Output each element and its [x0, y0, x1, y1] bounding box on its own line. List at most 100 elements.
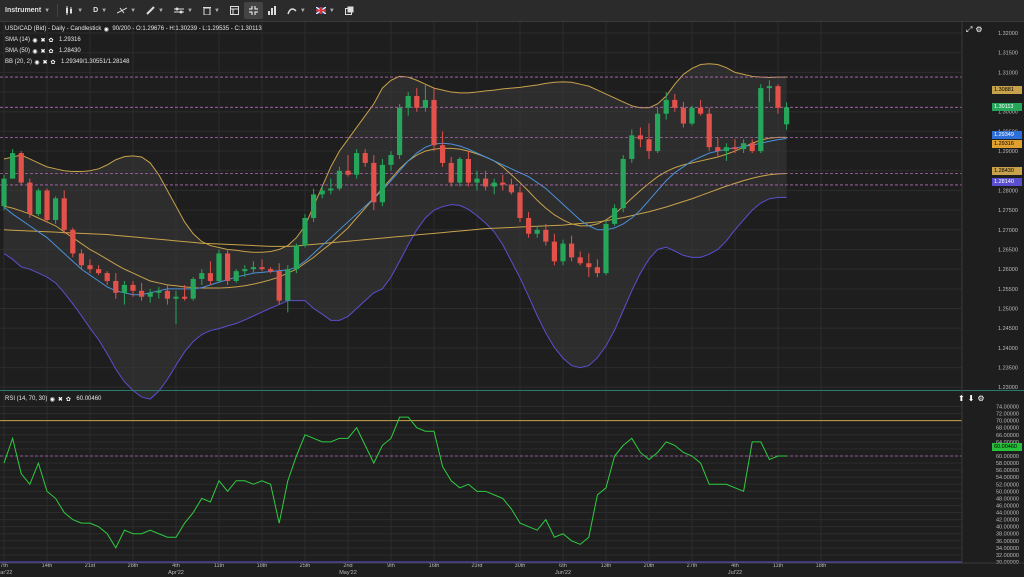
- fit-icon: [248, 6, 258, 15]
- candle-bearish: [362, 149, 368, 167]
- legend-sma14-row: SMA (14) ◉ ✖ ✿ 1.29316: [5, 35, 262, 46]
- candle-bearish: [706, 107, 712, 152]
- rsi-y-tick-label: 48.00000: [996, 496, 1019, 502]
- x-tick-label: 7th: [0, 563, 8, 569]
- x-tick-label: 6th: [559, 563, 567, 569]
- timeframe-selector[interactable]: D ▼: [88, 2, 112, 19]
- rsi-y-tick-label: 32.00000: [996, 553, 1019, 559]
- candle-body: [672, 99, 678, 108]
- sma14-tag: 1.29316: [992, 140, 1022, 148]
- y-tick-label: 1.32000: [998, 31, 1018, 37]
- candle-bullish: [319, 186, 325, 199]
- close-icon[interactable]: ✖: [40, 48, 46, 55]
- crosshair-button[interactable]: ▼: [112, 2, 141, 19]
- close-icon[interactable]: ✖: [40, 37, 46, 44]
- candle-bearish: [61, 190, 67, 234]
- candles: [1, 80, 790, 325]
- delete-drawings-button[interactable]: ▼: [198, 2, 225, 19]
- eye-icon[interactable]: ◉: [34, 59, 40, 66]
- chevron-down-icon: ▼: [328, 7, 335, 14]
- y-tick-label: 1.27500: [998, 208, 1018, 214]
- candle-bullish: [620, 155, 626, 213]
- bollinger-fill: [4, 63, 787, 400]
- candle-body: [474, 178, 480, 183]
- instrument-selector[interactable]: Instrument ▼: [0, 2, 55, 19]
- candle-bearish: [70, 227, 76, 258]
- bollinger-band-area: [4, 63, 787, 400]
- gear-icon[interactable]: ⚙: [977, 394, 985, 403]
- candle-bullish: [655, 107, 661, 154]
- x-tick-sublabel: Mar'22: [0, 570, 12, 576]
- rsi-line: [3, 416, 787, 549]
- eye-icon[interactable]: ◉: [32, 37, 38, 44]
- candle-bearish: [345, 155, 351, 177]
- expand-icon[interactable]: ⤢: [966, 25, 973, 34]
- candle-bullish: [689, 105, 695, 126]
- candle-bullish: [422, 84, 428, 112]
- gear-icon[interactable]: ✿: [48, 37, 54, 44]
- candle-body: [147, 292, 153, 297]
- move-up-icon[interactable]: ⬆: [958, 394, 965, 403]
- x-tick-label: 28th: [128, 563, 139, 569]
- gear-icon[interactable]: ⚙: [975, 25, 983, 34]
- move-down-icon[interactable]: ⬇: [967, 394, 975, 403]
- rsi-y-tick-label: 74.00000: [996, 405, 1019, 411]
- draw-button[interactable]: ▼: [141, 2, 169, 19]
- candle-body: [164, 290, 170, 299]
- fit-chart-button[interactable]: [243, 2, 263, 19]
- candle-body: [311, 194, 317, 219]
- price-chart[interactable]: 7thMar'2214th21st28th4thApr'2211th18th25…: [0, 22, 1024, 577]
- rsi-value-tag: 60.00460: [992, 443, 1022, 451]
- x-tick-label: 18th: [257, 563, 268, 569]
- candle-body: [44, 190, 50, 220]
- drawing-styles-button[interactable]: ▼: [282, 2, 311, 19]
- x-tick-label: 16th: [429, 563, 440, 569]
- gear-icon[interactable]: ✿: [48, 48, 54, 55]
- candle-body: [27, 182, 33, 215]
- eye-icon[interactable]: ◉: [103, 26, 109, 33]
- candle-body: [319, 190, 325, 195]
- candle-bullish: [242, 265, 248, 278]
- candle-bearish: [448, 156, 454, 187]
- toolbar-divider: [57, 4, 59, 17]
- gear-icon[interactable]: ✿: [65, 396, 71, 403]
- eye-icon[interactable]: ◉: [49, 396, 55, 403]
- chevron-down-icon: ▼: [299, 7, 306, 14]
- candle-bearish: [465, 151, 471, 187]
- tools-button[interactable]: ▼: [169, 2, 198, 19]
- candle-body: [448, 162, 454, 183]
- candle-bullish: [53, 196, 59, 224]
- candle-bearish: [207, 261, 213, 285]
- rsi-y-tick-label: 54.00000: [996, 475, 1019, 481]
- candle-bullish: [397, 103, 403, 159]
- candle-bearish: [577, 251, 583, 266]
- eye-icon[interactable]: ◉: [32, 48, 38, 55]
- popout-button[interactable]: [340, 2, 359, 19]
- candle-bullish: [741, 139, 747, 154]
- candle-bearish: [268, 267, 274, 274]
- candle-body: [758, 88, 764, 152]
- indicators-button[interactable]: [263, 2, 282, 19]
- candle-body: [629, 135, 635, 159]
- layout-button[interactable]: [225, 2, 244, 19]
- gear-icon[interactable]: ✿: [50, 59, 56, 66]
- candle-bullish: [285, 265, 291, 313]
- chevron-down-icon: ▼: [101, 7, 108, 14]
- x-tick-label: 2nd: [343, 563, 352, 569]
- candle-bullish: [766, 80, 772, 102]
- close-icon[interactable]: ✖: [42, 59, 48, 66]
- candle-body: [577, 257, 583, 264]
- candle-body: [422, 99, 428, 108]
- language-button[interactable]: ▼: [311, 2, 340, 19]
- candle-body: [35, 190, 41, 215]
- candle-bearish: [44, 188, 50, 222]
- chart-type-button[interactable]: ▼: [60, 2, 88, 19]
- close-icon[interactable]: ✖: [57, 396, 63, 403]
- candle-body: [207, 273, 213, 281]
- drawing-icon: [287, 8, 297, 15]
- candle-bullish: [723, 143, 729, 161]
- indicators-icon: [267, 6, 276, 15]
- candle-bullish: [10, 149, 16, 179]
- x-tick-label: 9th: [387, 563, 395, 569]
- legend-sma50-row: SMA (50) ◉ ✖ ✿ 1.28430: [5, 46, 262, 57]
